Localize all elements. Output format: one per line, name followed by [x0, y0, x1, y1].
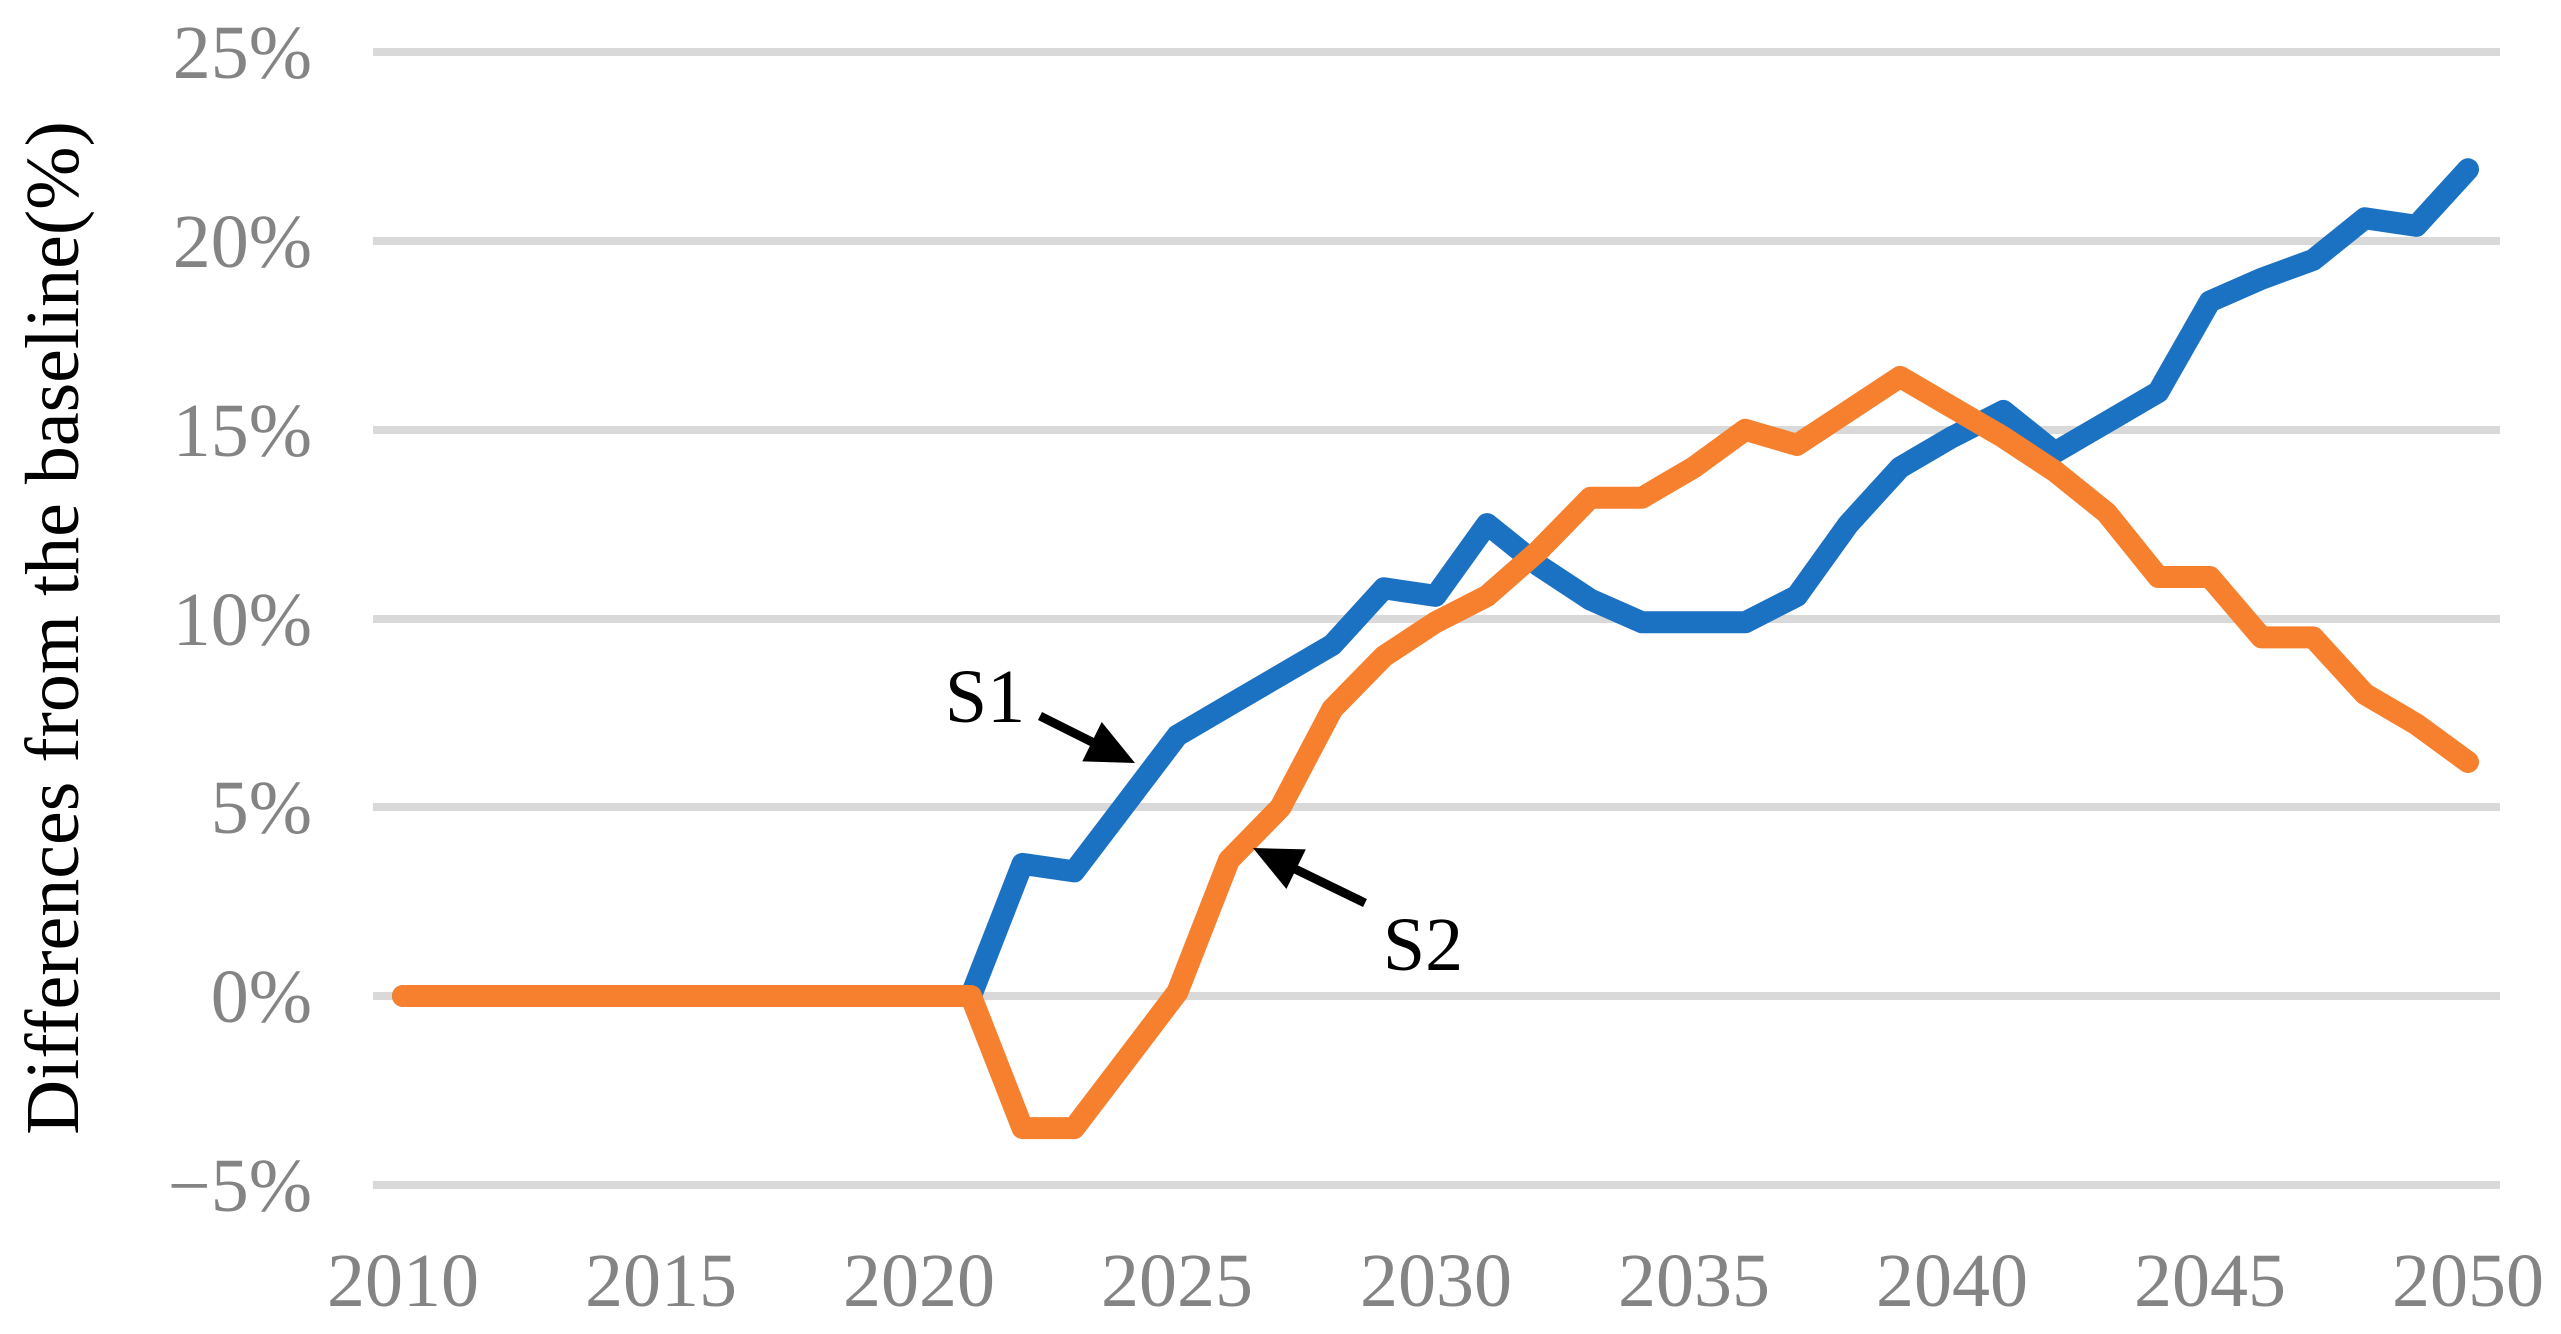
xtick-2050: 2050: [2392, 1239, 2544, 1323]
xtick-2015: 2015: [585, 1239, 737, 1323]
ytick-10: 10%: [173, 578, 312, 662]
xtick-2035: 2035: [1618, 1239, 1770, 1323]
s1-arrow-head-icon: [1082, 722, 1135, 763]
ytick-5: 5%: [211, 766, 312, 850]
xtick-2045: 2045: [2134, 1239, 2286, 1323]
s2-line: [392, 365, 2479, 1140]
y-axis-title: Differences from the baseline(%): [11, 121, 95, 1135]
ytick-neg5: −5%: [168, 1144, 312, 1228]
s2-annotation-label: S2: [1383, 903, 1463, 987]
ytick-20: 20%: [173, 200, 312, 284]
s2-arrow-line: [1291, 863, 1367, 908]
y-axis-tick-labels: 25% 20% 15% 10% 5% 0% −5%: [168, 11, 312, 1228]
ytick-25: 25%: [173, 11, 312, 95]
x-axis-tick-labels: 2010 2015 2020 2025 2030 2035 2040 2045 …: [327, 1239, 2544, 1323]
xtick-2030: 2030: [1360, 1239, 1512, 1323]
xtick-2040: 2040: [1876, 1239, 2028, 1323]
xtick-2025: 2025: [1101, 1239, 1253, 1323]
s1-arrow-line: [1037, 711, 1099, 749]
ytick-15: 15%: [173, 389, 312, 473]
s2-arrow-head-icon: [1253, 848, 1306, 889]
s1-annotation: S1: [945, 655, 1135, 763]
ytick-0: 0%: [211, 955, 312, 1039]
s1-annotation-label: S1: [945, 655, 1025, 739]
s2-annotation: S2: [1253, 848, 1463, 987]
xtick-2020: 2020: [843, 1239, 995, 1323]
xtick-2010: 2010: [327, 1239, 479, 1323]
